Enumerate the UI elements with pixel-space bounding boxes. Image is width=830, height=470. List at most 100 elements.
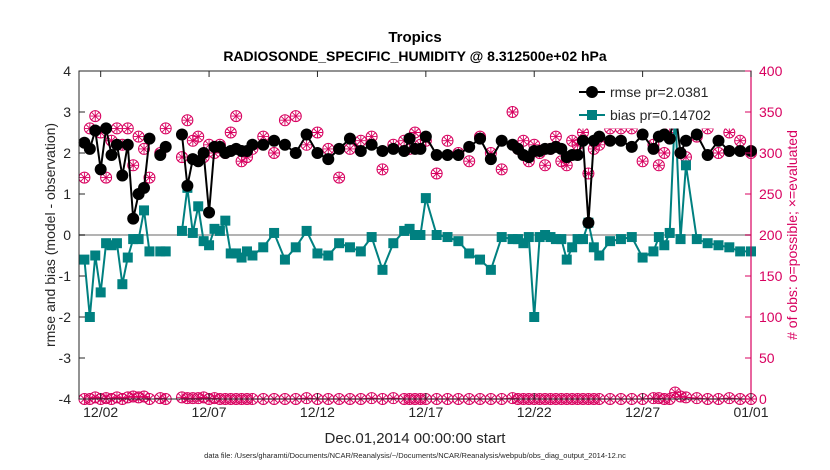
obs-count-point	[311, 126, 324, 139]
obs-possible-circle	[89, 110, 102, 123]
x-tick-label: 12/17	[408, 404, 443, 420]
obs-bottom-point	[300, 392, 313, 405]
rmse-point	[278, 138, 291, 151]
obs-evaluated-x	[182, 115, 193, 126]
obs-evaluated-x	[556, 156, 567, 167]
obs-evaluated-x	[366, 393, 377, 404]
rmse-point	[343, 132, 356, 145]
bias-point	[523, 232, 534, 243]
rmse-point	[110, 138, 123, 151]
obs-count-point	[582, 167, 595, 180]
right-y-tick-label: 200	[759, 227, 783, 243]
bias-point	[160, 246, 171, 257]
right-y-tick-label: 100	[759, 309, 783, 325]
obs-evaluated-x	[529, 139, 540, 150]
obs-possible-circle	[100, 171, 113, 184]
obs-evaluated-x	[269, 148, 280, 158]
right-y-axis-label: # of obs: o=possible; ×=evaluated	[784, 130, 800, 340]
obs-possible-circle	[376, 163, 389, 176]
rmse-point	[100, 122, 113, 135]
rmse-point	[89, 124, 102, 137]
bias-point	[301, 225, 312, 236]
axis-layer: -4 -3 -2 -1 0 1 2 3 4 0 50 100 150 200 250 300 350 400 12/…	[59, 63, 783, 420]
bias-point	[323, 250, 334, 261]
bias-point	[588, 242, 599, 253]
right-y-tick-label: 300	[759, 145, 783, 161]
rmse-point	[257, 138, 270, 151]
obs-evaluated-x	[637, 156, 648, 167]
rmse-point	[387, 142, 400, 155]
obs-count-point	[181, 114, 194, 127]
rmse-point	[354, 144, 367, 157]
obs-possible-circle	[289, 110, 302, 123]
obs-count-point	[712, 147, 725, 159]
bias-point	[312, 248, 323, 259]
left-y-tick-label: -1	[59, 268, 72, 284]
obs-evaluated-x	[128, 160, 139, 171]
bias-point	[334, 238, 345, 249]
rmse-point	[300, 128, 313, 141]
rmse-point	[127, 212, 140, 225]
bias-point	[187, 227, 198, 238]
x-tick-label: 12/02	[83, 404, 118, 420]
bias-point	[410, 230, 420, 240]
obs-evaluated-x	[242, 152, 252, 163]
obs-possible-circle	[127, 159, 140, 172]
obs-count-point	[159, 122, 172, 135]
obs-possible-circle	[268, 147, 281, 159]
rmse-point	[333, 142, 346, 155]
rmse-point	[398, 144, 411, 157]
obs-count-point	[723, 126, 736, 139]
bias-point	[144, 246, 155, 257]
bias-point	[512, 234, 523, 245]
rmse-point	[495, 134, 508, 147]
legend-rmse-marker	[586, 86, 598, 98]
obs-count-point	[89, 110, 102, 123]
bias-point	[176, 225, 187, 236]
obs-evaluated-x	[90, 111, 101, 122]
obs-possible-circle	[658, 147, 671, 159]
rmse-point	[376, 144, 389, 157]
obs-evaluated-x	[507, 107, 518, 117]
obs-evaluated-x	[572, 139, 583, 150]
right-y-tick-label: 250	[759, 186, 783, 202]
obs-possible-circle	[192, 130, 205, 143]
rmse-point	[419, 130, 432, 143]
obs-evaluated-x	[410, 127, 420, 138]
obs-bottom-point	[365, 392, 378, 405]
obs-evaluated-x	[735, 135, 746, 146]
bias-point	[529, 312, 540, 322]
rmse-point	[83, 142, 96, 155]
obs-count-point	[100, 171, 113, 184]
obs-possible-circle	[333, 171, 346, 184]
rmse-point	[577, 134, 589, 147]
obs-evaluated-x	[111, 123, 122, 134]
obs-possible-circle	[582, 167, 595, 180]
bias-point	[128, 234, 139, 245]
obs-count-point	[322, 142, 335, 155]
obs-count-point	[121, 122, 134, 135]
right-y-tick-label: 0	[759, 391, 767, 407]
obs-count-point	[441, 134, 454, 147]
obs-count-point	[289, 110, 302, 123]
bias-point	[442, 232, 453, 243]
obs-possible-circle	[539, 159, 552, 172]
obs-evaluated-x	[540, 160, 551, 171]
obs-evaluated-x	[670, 387, 681, 398]
obs-count-point	[343, 142, 356, 155]
rmse-point	[474, 132, 487, 145]
obs-evaluated-x	[193, 131, 204, 142]
obs-evaluated-x	[377, 164, 388, 175]
obs-evaluated-x	[323, 143, 334, 154]
bias-point	[431, 230, 442, 240]
obs-evaluated-x	[550, 131, 561, 142]
obs-evaluated-x	[366, 131, 377, 142]
bias-point	[79, 254, 90, 265]
left-y-tick-label: 4	[63, 63, 71, 79]
obs-evaluated-x	[680, 152, 691, 163]
rmse-point	[159, 140, 172, 153]
obs-evaluated-x	[567, 135, 578, 146]
bias-point	[236, 252, 247, 263]
bias-point	[111, 238, 122, 249]
bias-point	[106, 240, 117, 251]
